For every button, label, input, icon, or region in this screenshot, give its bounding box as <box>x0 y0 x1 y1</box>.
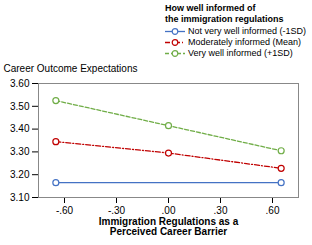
svg-text:-.60: -.60 <box>56 205 74 216</box>
svg-text:3.20: 3.20 <box>10 169 30 180</box>
html-text:Very well informed (+1SD): Very well informed (+1SD) <box>188 48 293 58</box>
svg-text:3.10: 3.10 <box>10 192 30 203</box>
svg-text:Career Outcome Expectations: Career Outcome Expectations <box>4 63 138 74</box>
svg-text:.30: .30 <box>214 205 228 216</box>
svg-text:-.30: -.30 <box>108 205 126 216</box>
svg-text:3.50: 3.50 <box>10 101 30 112</box>
svg-text:3.30: 3.30 <box>10 146 30 157</box>
svg-text:.00: .00 <box>162 205 176 216</box>
html-text:How well informed of the immig: How well informed of the immigration reg… <box>165 3 284 24</box>
html-text:Not very well informed (-1SD): Not very well informed (-1SD) <box>188 26 306 36</box>
svg-text:Immigration Regulations as aPe: Immigration Regulations as aPerceived Ca… <box>99 216 239 237</box>
svg-text:3.60: 3.60 <box>10 78 30 89</box>
svg-text:3.40: 3.40 <box>10 123 30 134</box>
svg-text:.60: .60 <box>266 205 280 216</box>
html-text:Moderately informed (Mean): Moderately informed (Mean) <box>188 37 301 47</box>
